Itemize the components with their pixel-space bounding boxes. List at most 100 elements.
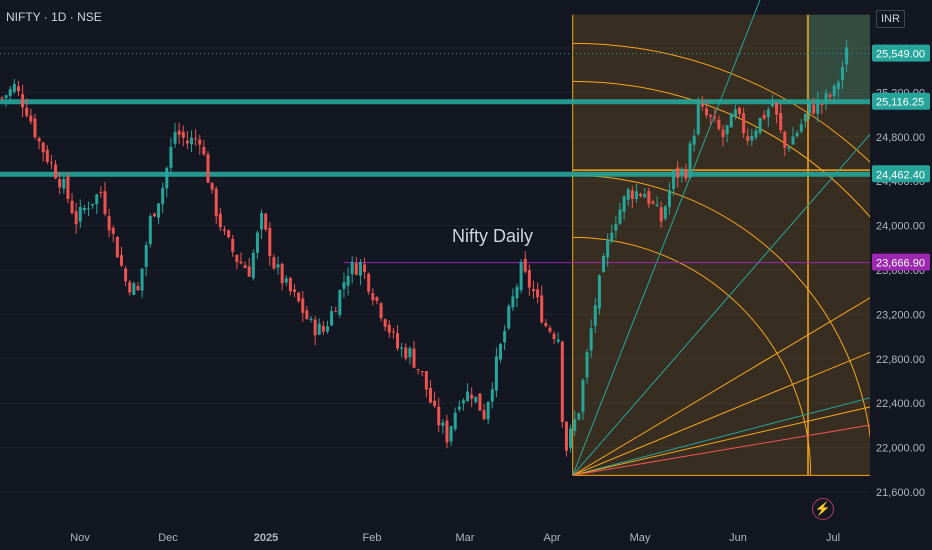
candle-body: [404, 347, 408, 359]
candle-body: [824, 93, 828, 103]
candle-body: [589, 328, 593, 351]
flash-icon[interactable]: ⚡: [812, 498, 834, 520]
x-tick-label: 2025: [254, 532, 278, 544]
candle-body: [672, 170, 676, 189]
candle-body: [461, 400, 465, 404]
candle-body: [239, 261, 243, 264]
candle-body: [350, 261, 354, 275]
fib-box: [572, 14, 870, 476]
candle-body: [111, 227, 115, 234]
candle-body: [152, 213, 156, 217]
candle-body: [82, 207, 86, 211]
candle-body: [618, 209, 622, 224]
fib-arc: [572, 80, 932, 316]
candle-body: [264, 213, 268, 230]
candle-body: [696, 104, 700, 135]
candle-body: [713, 117, 717, 119]
fan-line: [572, 399, 901, 476]
candle-body: [511, 296, 515, 308]
candle-body: [358, 262, 362, 276]
candle-body: [12, 84, 16, 92]
candle-body: [775, 102, 779, 115]
candle-body: [214, 188, 218, 217]
candle-body: [58, 178, 62, 188]
candle-body: [202, 147, 206, 155]
x-tick-label: Apr: [543, 532, 560, 544]
price-tag-label: 25,549.00: [876, 49, 925, 61]
candle-body: [787, 147, 791, 149]
candle-body: [441, 422, 445, 426]
candle-body: [62, 178, 66, 189]
candle-body: [346, 275, 350, 286]
candle-body: [725, 125, 729, 135]
candle-body: [684, 169, 688, 179]
candle-body: [16, 86, 20, 92]
x-tick-label: May: [630, 532, 651, 544]
candle-body: [816, 101, 820, 114]
price-tag-label: 24,462.40: [876, 169, 925, 181]
candle-body: [746, 136, 750, 141]
candle-body: [750, 135, 754, 141]
candle-body: [128, 282, 132, 293]
candle-body: [416, 369, 420, 371]
candle-body: [334, 311, 338, 313]
candle-body: [758, 118, 762, 133]
candle-body: [523, 258, 527, 272]
candle-body: [453, 412, 457, 430]
candle-body: [762, 114, 766, 119]
candle-body: [272, 257, 276, 269]
candle-body: [8, 88, 12, 96]
candle-body: [412, 348, 416, 368]
x-tick-label: Jul: [826, 532, 840, 544]
price-tag: [872, 165, 930, 183]
candle-body: [742, 113, 746, 134]
candle-body: [445, 420, 449, 443]
candle-body: [78, 206, 82, 222]
candle-body: [260, 213, 264, 230]
candle-body: [132, 283, 136, 295]
candle-body: [198, 139, 202, 145]
y-tick-label: 22,400.00: [876, 398, 925, 410]
fan-line: [572, 279, 901, 476]
candle-body: [338, 290, 342, 315]
candle-body: [305, 310, 309, 319]
fan-line: [572, 339, 901, 476]
candle-body: [280, 263, 284, 284]
candle-body: [457, 406, 461, 410]
currency-button[interactable]: INR: [876, 10, 905, 28]
candle-body: [391, 331, 395, 333]
chart-annotation: Nifty Daily: [452, 226, 534, 246]
candle-body: [227, 230, 231, 238]
candle-body: [284, 278, 288, 283]
candle-body: [651, 201, 655, 204]
candle-body: [540, 295, 544, 323]
price-tag-label: 25,116.25: [876, 97, 924, 109]
candle-body: [527, 270, 531, 288]
candle-body: [721, 129, 725, 137]
candle-body: [387, 324, 391, 333]
candle-body: [536, 289, 540, 298]
candle-body: [4, 95, 8, 99]
candle-body: [41, 142, 45, 153]
candle-body: [144, 244, 148, 267]
candle-body: [705, 108, 709, 116]
candle-body: [74, 211, 78, 225]
candle-body: [173, 131, 177, 144]
candle-body: [531, 288, 535, 292]
candle-body: [321, 325, 325, 332]
candle-body: [342, 282, 346, 289]
y-tick-label: 24,000.00: [876, 221, 925, 233]
candle-body: [70, 200, 74, 214]
candle-body: [268, 227, 272, 257]
candle-body: [585, 352, 589, 378]
candle-body: [428, 388, 432, 403]
candle-body: [247, 266, 251, 277]
candle-body: [634, 191, 638, 199]
symbol-title[interactable]: NIFTY · 1D · NSE: [6, 10, 102, 24]
candle-body: [770, 103, 774, 107]
candle-body: [21, 94, 25, 108]
price-tag-label: 23,666.90: [876, 258, 925, 270]
candle-body: [828, 94, 832, 97]
candle-body: [325, 326, 329, 332]
